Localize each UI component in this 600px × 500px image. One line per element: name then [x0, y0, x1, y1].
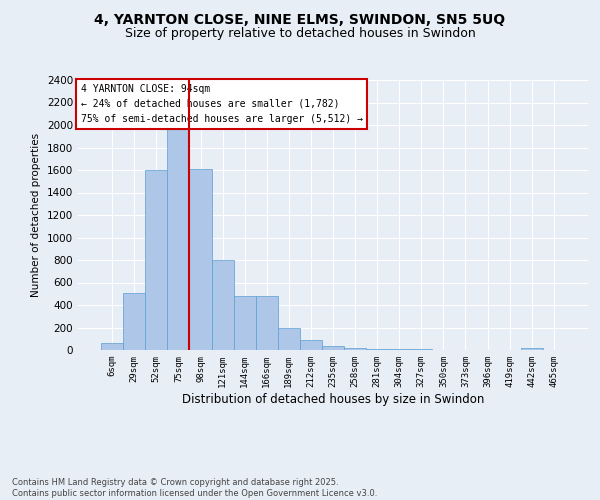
Text: Size of property relative to detached houses in Swindon: Size of property relative to detached ho…: [125, 28, 475, 40]
Bar: [233, 296, 256, 350]
Bar: [190, 169, 212, 350]
Bar: [366, 349, 388, 350]
X-axis label: Distribution of detached houses by size in Swindon: Distribution of detached houses by size …: [182, 392, 484, 406]
Bar: [521, 348, 543, 350]
Bar: [145, 170, 167, 350]
Bar: [278, 328, 300, 350]
Text: 4 YARNTON CLOSE: 94sqm
← 24% of detached houses are smaller (1,782)
75% of semi-: 4 YARNTON CLOSE: 94sqm ← 24% of detached…: [80, 84, 362, 124]
Text: 4, YARNTON CLOSE, NINE ELMS, SWINDON, SN5 5UQ: 4, YARNTON CLOSE, NINE ELMS, SWINDON, SN…: [94, 12, 506, 26]
Bar: [123, 292, 145, 350]
Bar: [256, 296, 278, 350]
Text: Contains HM Land Registry data © Crown copyright and database right 2025.
Contai: Contains HM Land Registry data © Crown c…: [12, 478, 377, 498]
Bar: [101, 344, 123, 350]
Bar: [167, 128, 190, 350]
Bar: [344, 348, 366, 350]
Y-axis label: Number of detached properties: Number of detached properties: [31, 133, 41, 297]
Bar: [300, 340, 322, 350]
Bar: [212, 260, 233, 350]
Bar: [322, 346, 344, 350]
